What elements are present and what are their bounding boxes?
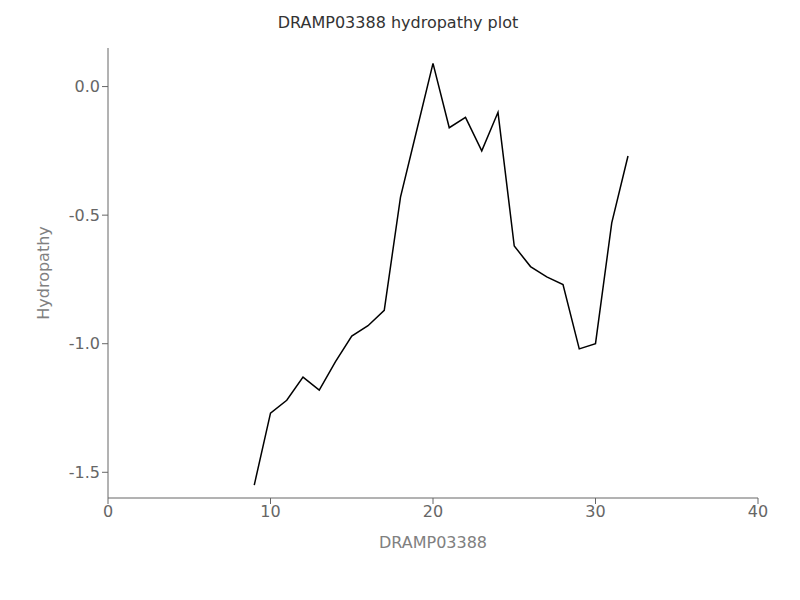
svg-text:Hydropathy: Hydropathy [34, 226, 53, 320]
svg-text:30: 30 [585, 502, 605, 521]
html-text:DRAMP03388 hydropathy plot: DRAMP03388 hydropathy plot [277, 13, 519, 32]
svg-text:-1.0: -1.0 [69, 334, 100, 353]
svg-text:10: 10 [260, 502, 280, 521]
svg-text:-1.5: -1.5 [69, 463, 100, 482]
svg-text:DRAMP03388: DRAMP03388 [379, 533, 487, 552]
svg-text:0.0: 0.0 [75, 77, 100, 96]
svg-text:40: 40 [748, 502, 768, 521]
svg-text:0: 0 [103, 502, 113, 521]
svg-text:20: 20 [423, 502, 443, 521]
svg-text:-0.5: -0.5 [69, 206, 100, 225]
